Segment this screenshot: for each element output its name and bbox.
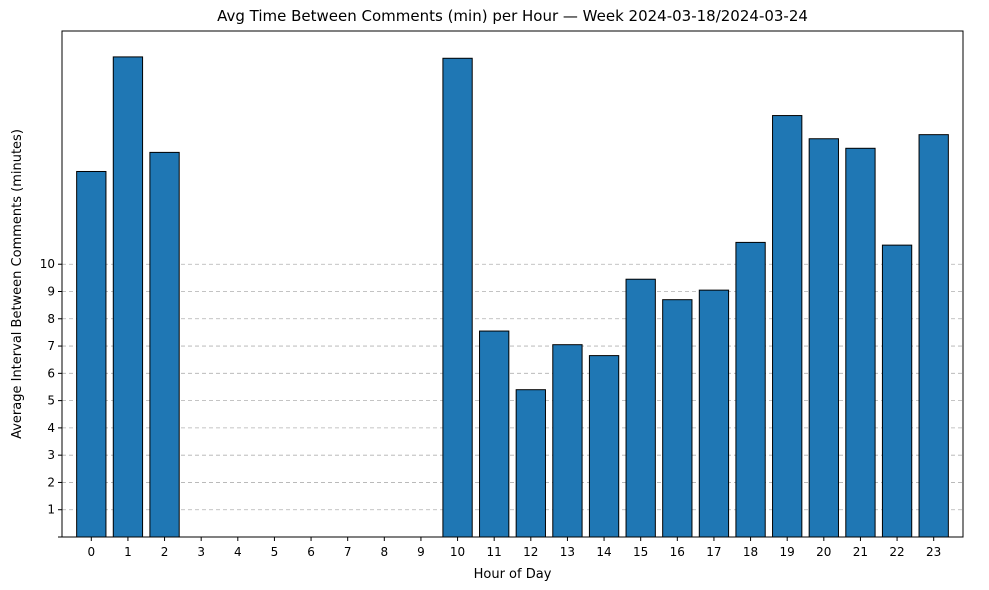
- y-tick-label: 4: [47, 421, 55, 435]
- x-tick-label: 18: [743, 545, 758, 559]
- bar-hour-13: [552, 344, 583, 538]
- bar-hour-0: [76, 170, 107, 538]
- x-tick-label: 0: [87, 545, 95, 559]
- bars: [76, 56, 949, 538]
- bar-hour-1: [112, 56, 144, 538]
- x-tick-label: 2: [161, 545, 169, 559]
- x-tick-label: 15: [633, 545, 648, 559]
- x-tick-label: 7: [344, 545, 352, 559]
- y-tick-label: 2: [47, 475, 55, 489]
- x-tick-label: 17: [706, 545, 721, 559]
- bar-hour-14: [588, 355, 620, 538]
- bar-hour-23: [918, 134, 949, 538]
- y-tick-label: 10: [40, 257, 55, 271]
- y-tick-label: 3: [47, 448, 55, 462]
- x-tick-label: 1: [124, 545, 132, 559]
- bar-hour-19: [772, 115, 803, 538]
- y-tick-label: 1: [47, 503, 55, 517]
- y-tick-label: 7: [47, 339, 55, 353]
- bar-hour-16: [662, 299, 693, 538]
- x-tick-label: 23: [926, 545, 941, 559]
- x-tick-label: 20: [816, 545, 831, 559]
- x-tick-label: 5: [271, 545, 279, 559]
- x-tick-label: 10: [450, 545, 465, 559]
- x-tick-label: 22: [889, 545, 904, 559]
- bar-hour-18: [735, 241, 766, 538]
- x-axis-label: Hour of Day: [474, 567, 552, 582]
- y-axis-label: Average Interval Between Comments (minut…: [10, 129, 25, 439]
- y-tick-label: 6: [47, 366, 55, 380]
- bar-hour-15: [625, 278, 656, 538]
- plot-frame: [61, 30, 964, 538]
- y-tick-label: 9: [47, 285, 55, 299]
- x-tick-label: 6: [307, 545, 315, 559]
- bar-hour-17: [698, 289, 730, 538]
- x-tick-label: 21: [853, 545, 868, 559]
- x-tick-label: 14: [596, 545, 611, 559]
- chart-title: Avg Time Between Comments (min) per Hour…: [217, 7, 808, 25]
- bar-hour-21: [845, 147, 876, 538]
- x-tick-label: 13: [560, 545, 575, 559]
- y-axis-ticks: 1 2 3 4 5 6 7 8 9 10: [40, 257, 62, 538]
- y-tick-label: 5: [47, 394, 55, 408]
- bar-hour-12: [515, 389, 546, 538]
- x-tick-label: 12: [523, 545, 538, 559]
- x-tick-label: 16: [670, 545, 685, 559]
- y-tick-label: 8: [47, 312, 55, 326]
- bar-hour-20: [808, 138, 839, 538]
- x-tick-label: 3: [197, 545, 205, 559]
- bar-hour-22: [881, 244, 913, 538]
- bar-hour-2: [149, 151, 180, 538]
- bar-hour-11: [479, 330, 510, 538]
- bar-hour-10: [442, 57, 473, 538]
- x-tick-label: 9: [417, 545, 425, 559]
- x-tick-label: 11: [487, 545, 502, 559]
- x-tick-label: 8: [380, 545, 388, 559]
- x-axis-ticks: 0 1 2 3 4 5 6 7 8 9 10 11 12 13 14 15 16 17 18 19 20 21 22 23: [87, 537, 941, 559]
- x-tick-label: 19: [780, 545, 795, 559]
- x-tick-label: 4: [234, 545, 242, 559]
